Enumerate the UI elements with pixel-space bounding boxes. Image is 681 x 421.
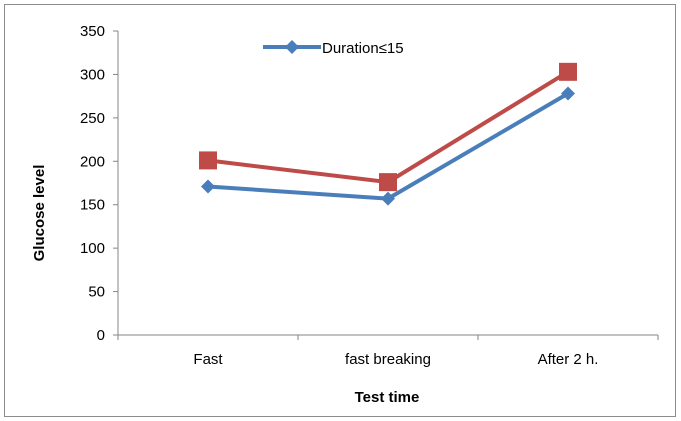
y-axis-title: Glucose level (31, 165, 48, 262)
data-point-diamond (561, 86, 575, 101)
y-tick-label: 50 (88, 284, 105, 301)
y-tick-label: 0 (97, 327, 105, 344)
y-tick-label: 150 (80, 197, 105, 214)
x-axis-title: Test time (355, 389, 420, 406)
data-point-diamond (381, 191, 395, 206)
data-point-square (379, 173, 397, 192)
legend-diamond-marker (285, 40, 299, 54)
legend: Duration≤15 (263, 40, 404, 57)
y-tick-label: 250 (80, 110, 105, 127)
y-tick-label: 100 (80, 240, 105, 257)
data-point-square (199, 151, 217, 170)
data-point-diamond (201, 179, 215, 194)
x-tick-label: After 2 h. (538, 351, 599, 368)
axes (117, 31, 658, 336)
y-tick-label: 200 (80, 153, 105, 170)
y-tick-label: 350 (80, 23, 105, 40)
x-axis-ticks: Fast fast breaking After 2 h. (117, 335, 659, 368)
x-tick-label: fast breaking (345, 351, 431, 368)
legend-label: Duration≤15 (322, 40, 404, 57)
y-axis-ticks: 0 50 100 150 200 250 300 350 (80, 23, 118, 344)
series (199, 62, 577, 206)
x-tick-label: Fast (193, 351, 223, 368)
y-tick-label: 300 (80, 66, 105, 83)
data-point-square (559, 62, 577, 81)
